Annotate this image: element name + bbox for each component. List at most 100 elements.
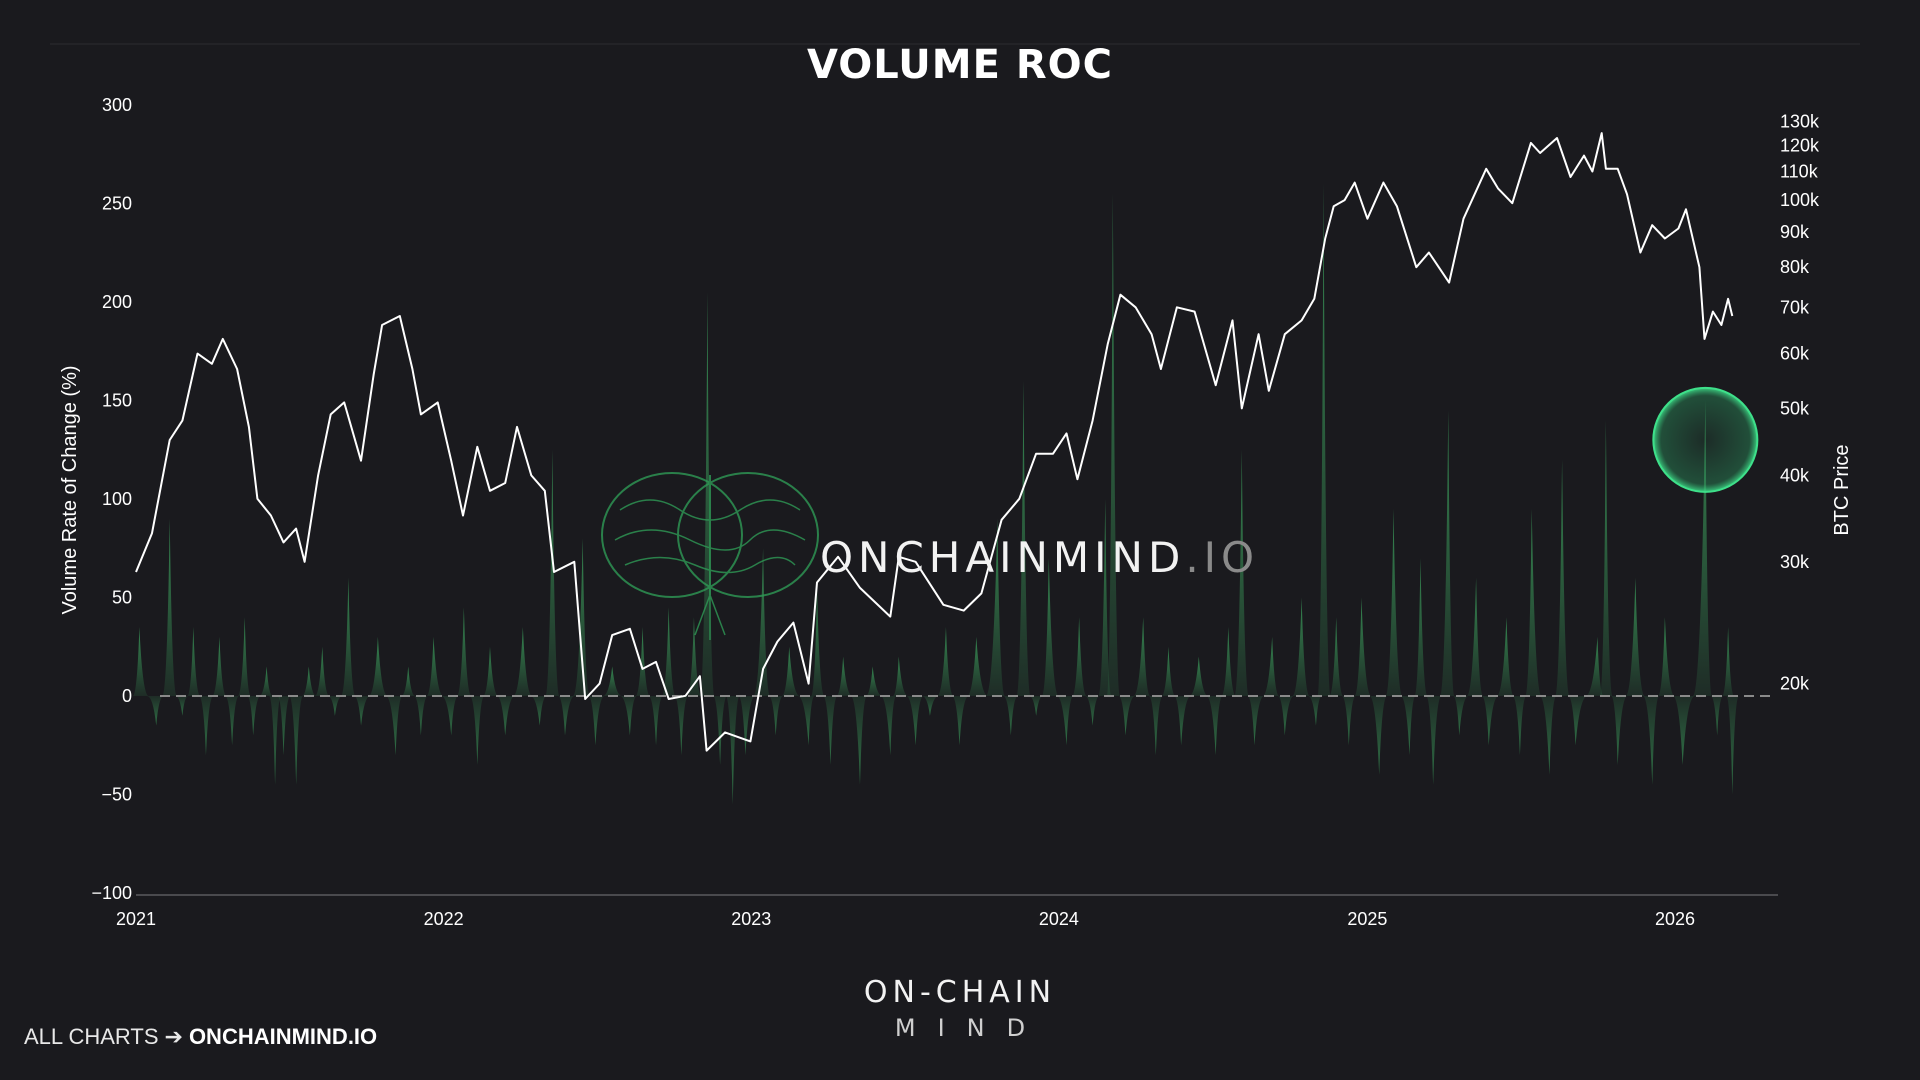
roc-spike [1098,499,1112,696]
roc-spike [1003,696,1018,736]
roc-spike [1426,696,1442,785]
roc-spike [906,696,924,746]
roc-spike [1568,696,1588,746]
x-tick-label: 2026 [1655,909,1695,929]
y-tick-label: 300 [102,95,132,115]
y2-tick-label: 30k [1780,552,1810,572]
y2-tick-label: 100k [1780,190,1820,210]
y-tick-label: 200 [102,292,132,312]
roc-spike [1496,617,1514,696]
roc-spike [496,696,515,736]
x-tick-label: 2025 [1347,909,1387,929]
footer-prefix: ALL CHARTS [24,1024,159,1049]
roc-spike [725,696,740,805]
roc-spike [413,696,428,736]
roc-spike [865,666,883,696]
roc-spike [441,696,459,736]
x-tick-label: 2021 [116,909,156,929]
roc-spike [823,696,838,765]
roc-spike [1247,696,1265,746]
roc-spike [738,696,756,756]
footer-url[interactable]: ONCHAINMIND.IO [188,1024,378,1049]
roc-spike [187,627,201,696]
roc-spike [1414,558,1428,696]
watermark-text: ONCHAINMIND.IO [820,533,1259,582]
roc-spike [237,617,251,696]
roc-spike [1085,696,1100,726]
roc-spike [1118,696,1136,736]
roc-spike [952,696,969,746]
roc-spike [513,627,533,696]
y-tick-label: −100 [91,883,132,903]
roc-spike [922,696,939,716]
roc-spike [327,696,343,716]
y2-axis-ticks: 130k 120k 110k 100k 90k 80k 70k 60k 50k 40k 30k 20k [1780,111,1820,693]
y2-tick-label: 130k [1780,111,1820,131]
roc-spike [967,636,988,696]
roc-spike [620,696,637,736]
y-axis-label: Volume Rate of Change (%) [59,365,81,614]
price-line-series [135,132,1734,752]
x-tick-label: 2022 [424,909,464,929]
roc-spike [483,646,499,696]
roc-spike [1369,696,1388,775]
roc-spike [269,696,282,785]
y-tick-label: 50 [112,588,132,608]
roc-spike [880,696,897,756]
roc-spike [1555,459,1570,696]
roc-spike [1277,696,1295,736]
roc-spike [401,666,416,696]
y2-tick-label: 110k [1780,162,1819,182]
roc-spike [572,538,590,696]
roc-spike [368,636,388,696]
y2-tick-label: 60k [1780,344,1810,364]
roc-spike [132,627,149,696]
roc-spike [797,696,815,746]
roc-spike [162,518,177,696]
roc-spike [768,696,784,736]
y2-tick-label: 50k [1780,398,1810,418]
roc-spike [1354,597,1372,696]
roc-spike [602,666,622,696]
roc-spike [1539,696,1557,775]
roc-spike [212,636,227,696]
roc-spike [354,696,371,726]
roc-spike [1056,696,1074,746]
roc-spike [1657,617,1675,696]
roc-spike [1308,696,1322,726]
roc-spike [1329,617,1344,696]
brand-logo-top: ON-CHAIN [863,975,1057,1010]
roc-spike [545,449,560,696]
roc-spike [1016,380,1031,696]
roc-spike [937,627,954,696]
roc-spike [713,696,728,765]
y-tick-label: −50 [101,785,132,805]
roc-spike [1029,696,1044,716]
roc-spike [247,696,261,736]
roc-spike [1400,696,1416,756]
roc-spike [1439,410,1455,696]
y-axis-ticks: 300 250 200 150 100 50 0 −50 −100 [91,95,132,903]
roc-spike [1453,696,1469,736]
roc-spike [635,627,650,696]
y-tick-label: 150 [102,391,132,411]
roc-spike [1481,696,1499,746]
roc-spike [1161,646,1176,696]
roc-spike [1642,696,1660,785]
roc-spike [199,696,214,756]
roc-spike [1385,508,1403,696]
roc-spike [1206,696,1223,756]
roc-spike [1726,696,1739,795]
roc-spike [456,607,472,696]
footer-link[interactable]: ALL CHARTS ➔ ONCHAINMIND.IO [24,1024,377,1050]
roc-spike [661,607,676,696]
roc-spike [1692,400,1712,696]
roc-spike [1710,696,1724,736]
y2-tick-label: 20k [1780,674,1810,694]
roc-spike [1466,577,1484,696]
roc-spike [1585,636,1604,696]
roc-spike [836,656,853,696]
roc-area-series [132,183,1739,805]
y2-axis-label: BTC Price [1831,444,1853,535]
roc-spike [1722,627,1735,696]
